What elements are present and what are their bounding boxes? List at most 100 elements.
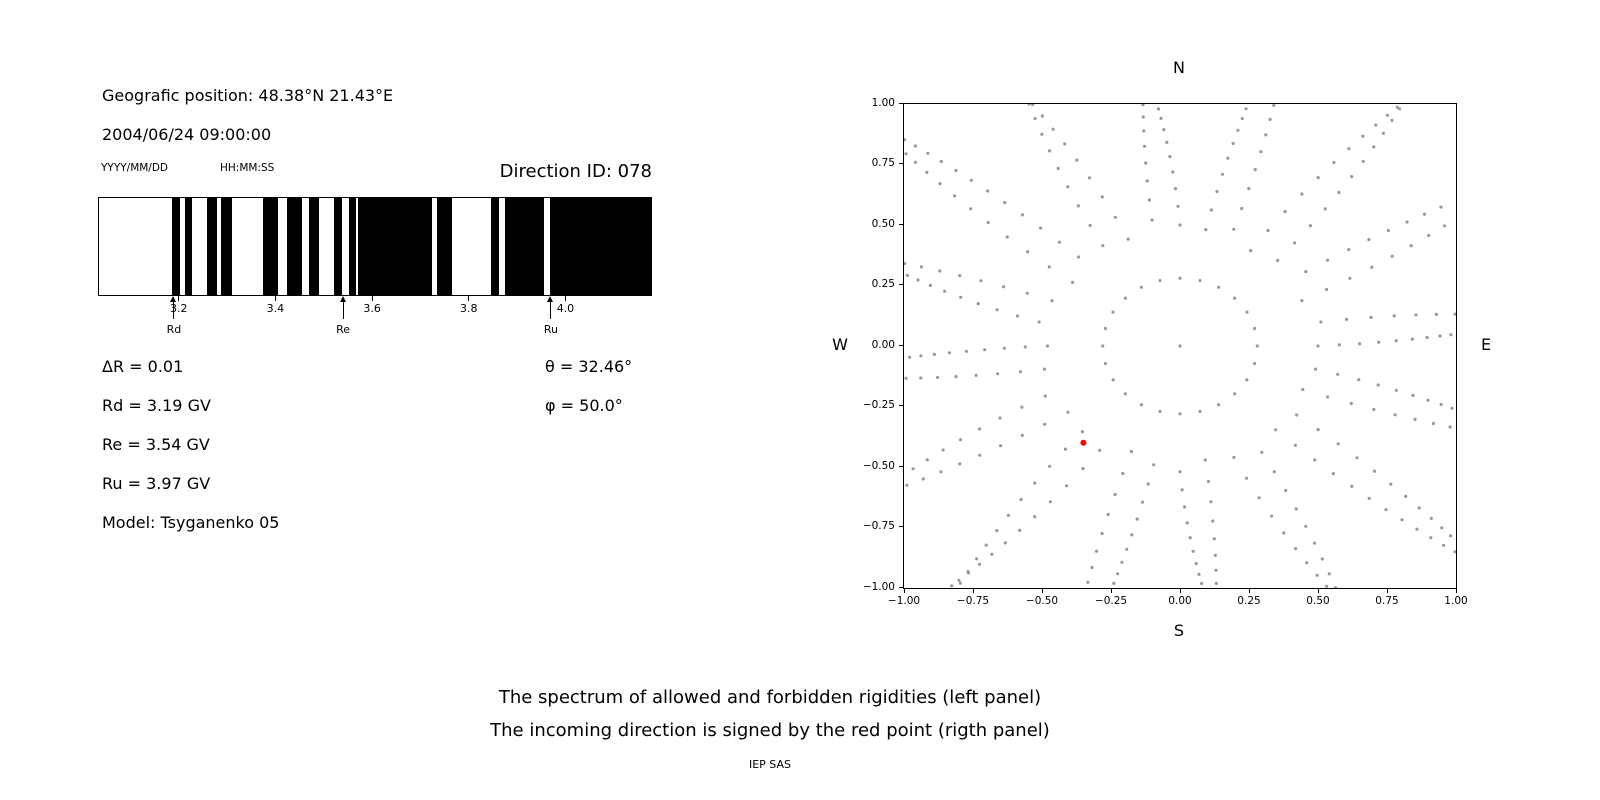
trajectory-dot xyxy=(1390,118,1394,122)
trajectory-dot xyxy=(936,375,940,379)
trajectory-dot xyxy=(1327,572,1331,576)
trajectory-dot xyxy=(1440,526,1444,530)
trajectory-dot xyxy=(1183,505,1187,509)
trajectory-dot xyxy=(1226,156,1230,160)
geo-position-text: Geografic position: 48.38°N 21.43°E xyxy=(102,86,394,105)
trajectory-dot xyxy=(1123,296,1127,300)
trajectory-dot xyxy=(1020,213,1024,217)
trajectory-dot xyxy=(1300,299,1304,303)
trajectory-dot xyxy=(1370,265,1374,269)
trajectory-dot xyxy=(904,138,907,142)
trajectory-dot xyxy=(1414,313,1418,317)
trajectory-dot xyxy=(1337,190,1341,195)
trajectory-dot xyxy=(1064,484,1069,488)
trajectory-dot xyxy=(905,273,909,277)
trajectory-dot xyxy=(1308,224,1312,228)
spectrum-black-band xyxy=(308,198,320,295)
trajectory-dot xyxy=(1066,185,1070,189)
trajectory-dot xyxy=(974,373,978,377)
trajectory-dot xyxy=(1095,549,1099,553)
incoming-direction-point xyxy=(1080,439,1087,446)
trajectory-dot xyxy=(1056,166,1060,171)
trajectory-dot xyxy=(1141,115,1145,119)
trajectory-dot xyxy=(1018,370,1023,374)
trajectory-dot xyxy=(1386,228,1390,233)
trajectory-dot xyxy=(986,221,990,225)
trajectory-dot xyxy=(1232,455,1236,459)
trajectory-dot xyxy=(1139,403,1143,407)
trajectory-dot xyxy=(1240,117,1244,121)
direction-x-tick-label: −0.25 xyxy=(1094,595,1128,607)
trajectory-dot xyxy=(957,578,961,582)
trajectory-dot xyxy=(1162,128,1166,132)
trajectory-dot xyxy=(1255,344,1259,348)
arrow-stem xyxy=(173,301,175,319)
direction-y-tick-label: 0.75 xyxy=(871,157,895,169)
trajectory-dot xyxy=(1200,581,1204,586)
trajectory-dot xyxy=(1316,344,1320,348)
trajectory-dot xyxy=(1113,492,1117,497)
trajectory-dot xyxy=(1245,378,1249,382)
trajectory-dot xyxy=(1145,179,1149,183)
trajectory-dot xyxy=(976,302,980,306)
trajectory-dot xyxy=(1141,104,1145,107)
trajectory-dot xyxy=(1150,218,1154,222)
trajectory-dot xyxy=(1002,346,1006,350)
trajectory-dot xyxy=(1214,568,1218,572)
trajectory-dot xyxy=(1121,471,1125,476)
trajectory-dot xyxy=(1357,378,1361,382)
trajectory-dot xyxy=(1101,244,1105,248)
up-arrow-icon xyxy=(547,296,554,302)
trajectory-dot xyxy=(1211,519,1215,523)
trajectory-dot xyxy=(1217,285,1221,289)
trajectory-dot xyxy=(1018,528,1022,532)
trajectory-dot xyxy=(1233,392,1237,396)
trajectory-dot xyxy=(1313,367,1318,371)
direction-y-tick-label: 1.00 xyxy=(871,96,895,109)
trajectory-dot xyxy=(1220,172,1225,176)
spectrum-x-tick-label: 3.6 xyxy=(363,302,381,315)
trajectory-dot xyxy=(1284,488,1288,493)
up-arrow-icon xyxy=(170,296,177,302)
up-arrow-icon xyxy=(339,296,346,302)
trajectory-dot xyxy=(964,349,968,353)
trajectory-dot xyxy=(958,581,962,585)
trajectory-dot xyxy=(1191,549,1195,553)
direction-y-tick xyxy=(899,586,903,588)
trajectory-dot xyxy=(1405,220,1409,224)
trajectory-dot xyxy=(1304,270,1308,274)
trajectory-dot xyxy=(1268,117,1272,121)
trajectory-dot xyxy=(969,207,973,211)
trajectory-dot xyxy=(919,376,923,380)
trajectory-dot xyxy=(1130,533,1134,537)
trajectory-dot xyxy=(904,152,908,156)
trajectory-dot xyxy=(1270,514,1274,518)
trajectory-dot xyxy=(1337,343,1341,347)
trajectory-dot xyxy=(1019,497,1023,502)
trajectory-dot xyxy=(1294,547,1298,551)
rd-text: Rd = 3.19 GV xyxy=(102,396,211,415)
trajectory-dot xyxy=(1427,233,1431,238)
trajectory-dot xyxy=(1350,175,1354,179)
trajectory-dot xyxy=(938,269,942,273)
trajectory-dot xyxy=(1120,560,1124,564)
trajectory-dot xyxy=(1178,344,1182,348)
trajectory-dot xyxy=(932,352,936,356)
trajectory-dot xyxy=(1409,244,1413,248)
trajectory-dot xyxy=(1272,104,1276,107)
direction-y-tick-label: −0.75 xyxy=(862,520,895,532)
trajectory-dot xyxy=(1206,479,1210,484)
trajectory-dot xyxy=(1139,285,1143,289)
trajectory-dot xyxy=(1323,207,1327,211)
trajectory-dot xyxy=(1295,413,1299,417)
trajectory-dot xyxy=(984,543,988,547)
trajectory-dot xyxy=(1025,291,1029,295)
arrow-stem xyxy=(342,301,344,319)
direction-y-tick xyxy=(899,284,903,285)
trajectory-dot xyxy=(1244,476,1249,480)
trajectory-dot xyxy=(947,351,952,355)
compass-south-label: S xyxy=(1173,621,1185,640)
trajectory-dot xyxy=(1389,482,1393,486)
trajectory-dot xyxy=(1431,421,1435,426)
trajectory-dot xyxy=(1361,134,1365,138)
